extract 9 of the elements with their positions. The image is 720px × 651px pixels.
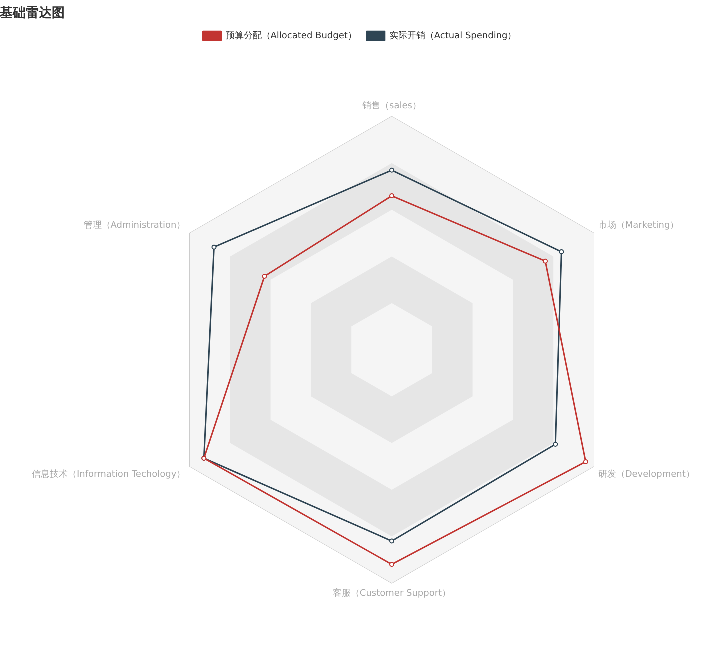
spoke-label: 管理（Administration） [84,220,186,231]
spoke-label: 信息技术（Information Techology） [32,468,186,480]
spoke-label: 研发（Development） [598,468,695,480]
spoke-label: 市场（Marketing） [598,220,680,231]
spoke-label: 客服（Customer Support） [332,588,452,599]
chart-title: 基础雷达图 [0,6,65,22]
spoke-label: 销售（sales） [362,100,422,112]
legend-label: 预算分配（Allocated Budget） [226,30,357,42]
legend-label: 实际开销（Actual Spending） [389,30,517,42]
